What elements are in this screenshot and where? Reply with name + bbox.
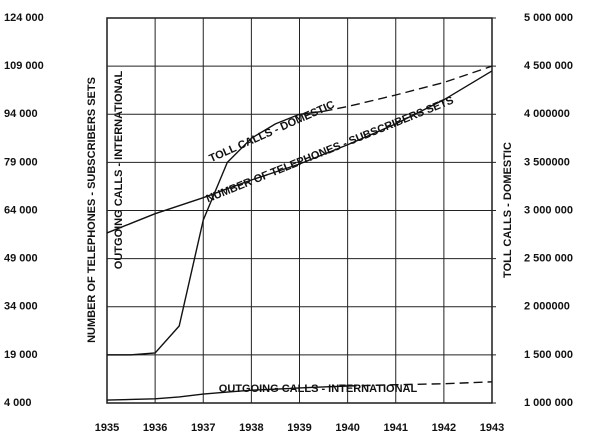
- series-label: OUTGOING CALLS - INTERNATIONAL: [219, 383, 418, 395]
- y-tick-label: 64 000: [4, 204, 38, 216]
- series-line: [107, 110, 324, 356]
- y-tick-label: 4 000: [4, 397, 32, 409]
- x-tick-label: 1939: [287, 422, 311, 434]
- y2-tick-label: 2 500 000: [524, 253, 573, 265]
- y2-tick-label: 4 500 000: [524, 60, 573, 72]
- y-tick-label: 79 000: [4, 156, 38, 168]
- y2-tick-label: 3 500000: [524, 156, 570, 168]
- series-line: [347, 381, 493, 387]
- series-line: [106, 385, 348, 401]
- x-tick-label: 1941: [384, 422, 408, 434]
- y-tick-label: 94 000: [4, 108, 38, 120]
- y-tick-label: 49 000: [4, 253, 38, 265]
- y2-tick-label: 3 000 000: [524, 204, 573, 216]
- y2-axis-label: TOLL CALLS - DOMESTIC: [502, 142, 514, 278]
- x-tick-label: 1942: [432, 422, 456, 434]
- series-line: [323, 65, 493, 113]
- y2-tick-label: 2 000000: [524, 301, 570, 313]
- y-tick-label: 109 000: [4, 60, 44, 72]
- y2-tick-label: 4 000000: [524, 108, 570, 120]
- y2-tick-label: 1 500 000: [524, 349, 573, 361]
- x-tick-label: 1935: [95, 422, 119, 434]
- x-tick-label: 1943: [480, 422, 504, 434]
- y2-tick-label: 1 000 000: [524, 397, 573, 409]
- y-tick-label: 34 000: [4, 301, 38, 313]
- y-axis-label: OUTGOING CALLS - INTERNATIONAL: [113, 71, 125, 270]
- x-tick-label: 1936: [143, 422, 167, 434]
- y2-tick-label: 5 000 000: [524, 12, 573, 24]
- x-tick-label: 1938: [239, 422, 263, 434]
- y-axis-label: NUMBER OF TELEPHONES - SUBSCRIBERS SETS: [86, 77, 98, 343]
- y-tick-label: 19 000: [4, 349, 38, 361]
- x-tick-label: 1937: [191, 422, 215, 434]
- y-tick-label: 124 000: [4, 12, 44, 24]
- x-tick-label: 1940: [335, 422, 359, 434]
- series-line: [106, 70, 493, 234]
